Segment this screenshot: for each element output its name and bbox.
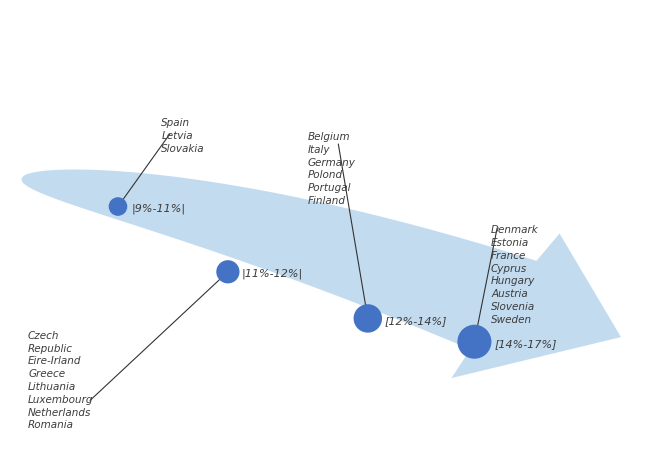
Point bbox=[223, 268, 233, 276]
Text: |11%-12%|: |11%-12%| bbox=[242, 269, 302, 280]
Text: Belgium
Italy
Germany
Polond
Portugal
Finland: Belgium Italy Germany Polond Portugal Fi… bbox=[308, 132, 356, 206]
Point bbox=[469, 338, 480, 346]
Polygon shape bbox=[21, 169, 621, 378]
Text: [14%-17%]: [14%-17%] bbox=[494, 339, 557, 349]
Text: Spain
Letvia
Slovakia: Spain Letvia Slovakia bbox=[161, 118, 205, 153]
Point bbox=[363, 315, 373, 322]
Text: |9%-11%|: |9%-11%| bbox=[131, 204, 185, 214]
Text: Czech
Republic
Eire-Irland
Greece
Lithuania
Luxembourg
Netherlands
Romania: Czech Republic Eire-Irland Greece Lithua… bbox=[28, 331, 94, 431]
Text: [12%-14%]: [12%-14%] bbox=[385, 316, 447, 326]
Point bbox=[112, 203, 123, 210]
Text: Denmark
Estonia
France
Cyprus
Hungary
Austria
Slovenia
Sweden: Denmark Estonia France Cyprus Hungary Au… bbox=[491, 225, 539, 325]
